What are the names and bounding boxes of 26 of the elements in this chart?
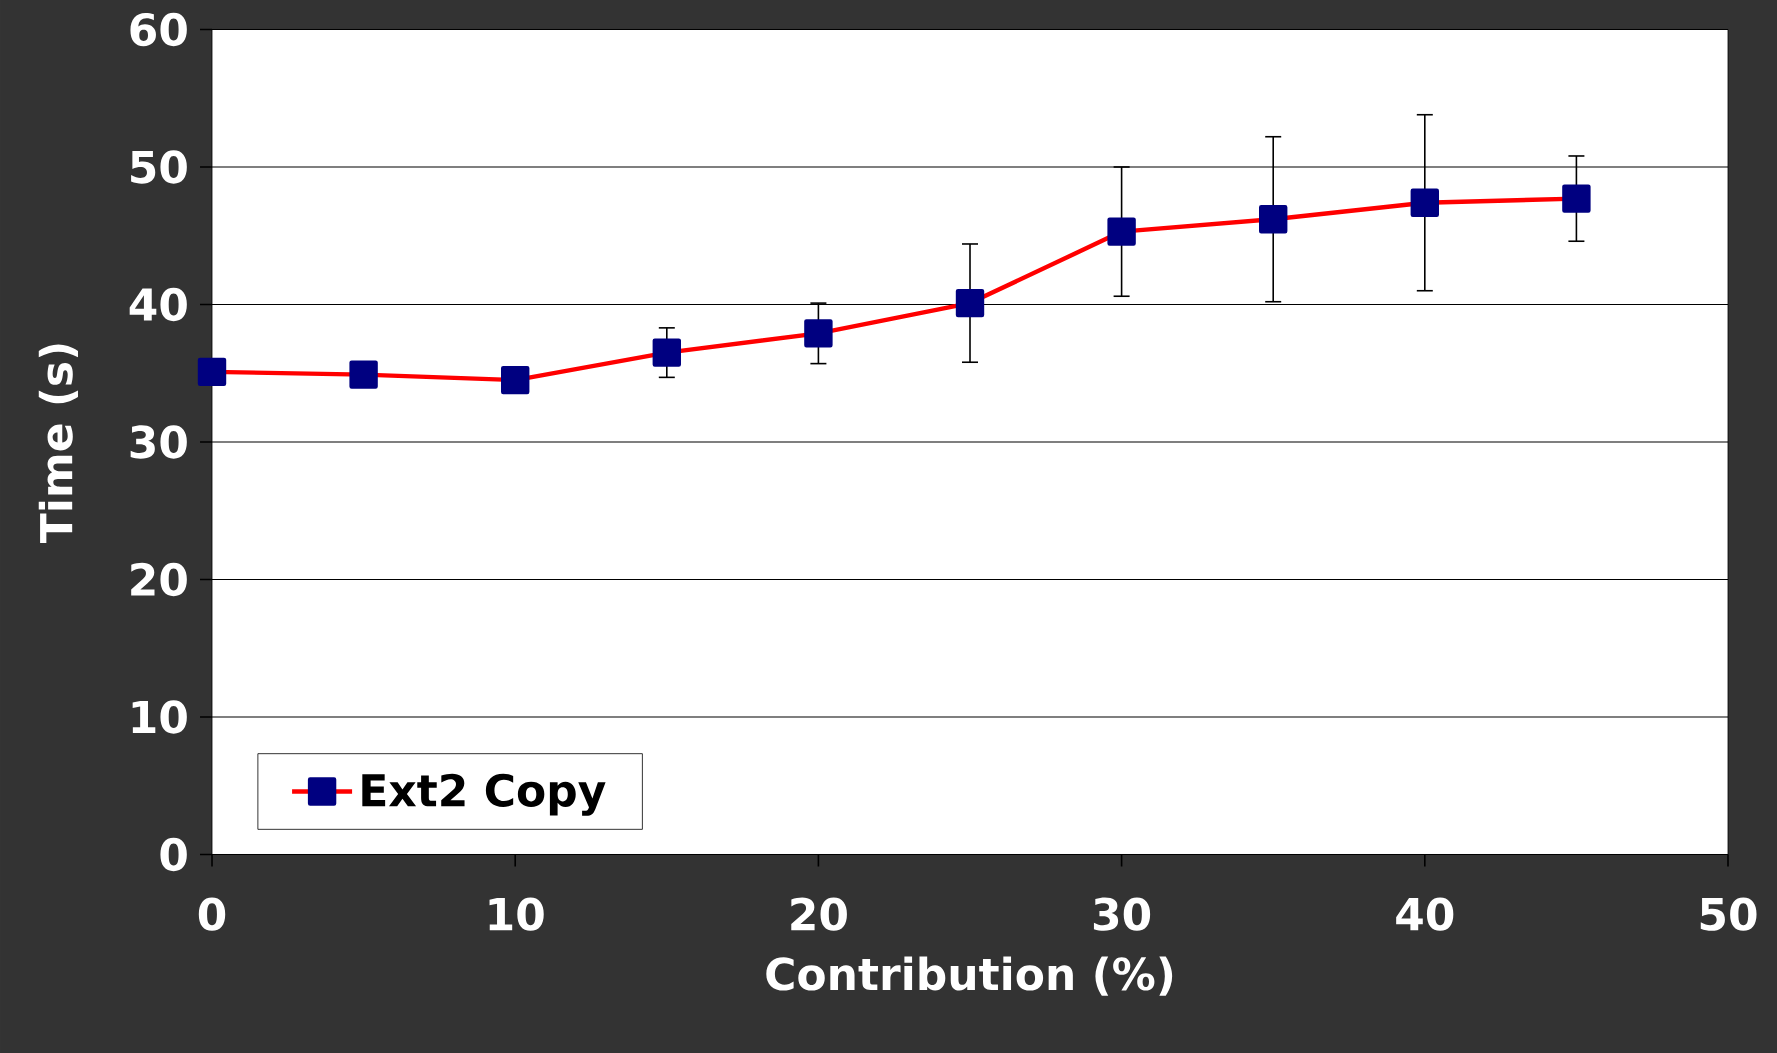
x-tick-label: 10	[489, 897, 544, 931]
point	[1107, 217, 1136, 246]
x-tick-label: 0	[198, 897, 226, 931]
x-tick-label: 30	[1093, 897, 1151, 931]
y-tick-label: 40	[129, 287, 187, 322]
point	[1259, 205, 1288, 234]
point	[349, 360, 378, 389]
x-tick-label: 50	[1700, 897, 1757, 931]
y-tick-label: 60	[130, 12, 187, 47]
legend-label: Ext2 Copy	[362, 773, 606, 816]
y-tick-label: 10	[132, 700, 187, 734]
x-tick-label: 40	[1396, 897, 1454, 931]
point	[1410, 188, 1439, 217]
point	[652, 338, 681, 367]
point	[1562, 184, 1591, 213]
x-axis-title: Contribution (%)	[766, 956, 1173, 996]
y-tick-label: 50	[131, 150, 187, 184]
y-tick-label: 30	[130, 425, 187, 459]
point	[804, 319, 833, 348]
point	[955, 288, 985, 318]
y-tick-label: 20	[131, 562, 187, 597]
y-axis-title: Time (s)	[38, 344, 78, 544]
point	[501, 365, 530, 395]
point	[197, 357, 227, 387]
x-tick-label: 20	[791, 897, 847, 931]
y-tick-label: 0	[160, 837, 187, 872]
